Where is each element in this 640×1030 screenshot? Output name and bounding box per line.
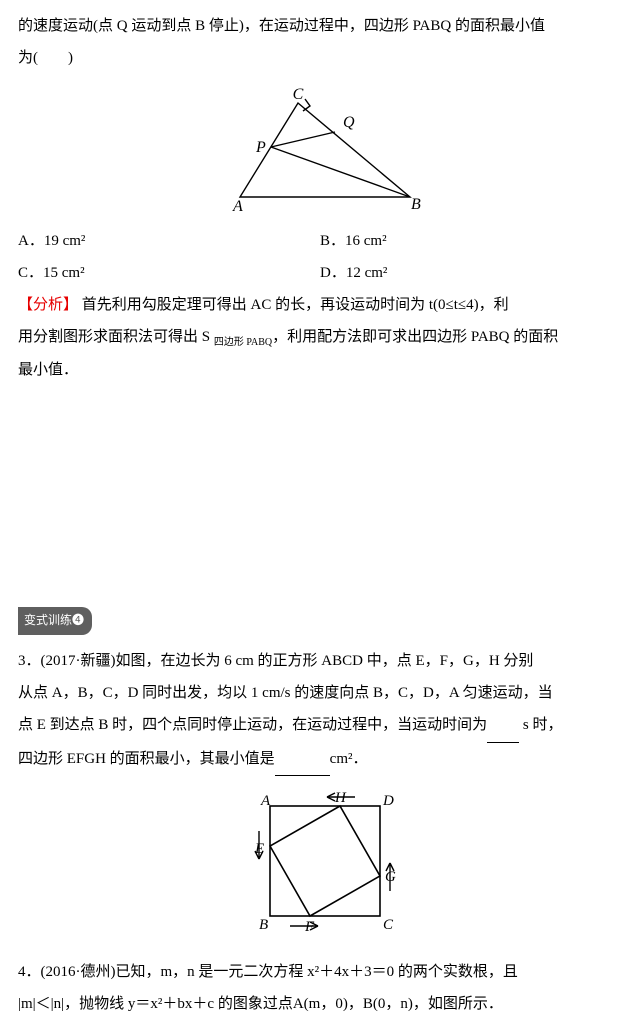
label-E: E: [254, 841, 264, 857]
q3-line2: 从点 A，B，C，D 同时出发，均以 1 cm/s 的速度向点 B，C，D，A …: [18, 677, 622, 709]
label-H: H: [334, 790, 347, 806]
vertical-gap: [18, 386, 622, 601]
label-B: B: [411, 196, 421, 213]
q2-intro-line2: 为( ): [18, 42, 622, 74]
q2-options-row1: A．19 cm² B．16 cm²: [18, 225, 622, 257]
label-G: G: [385, 869, 396, 885]
q4-line1: 4．(2016·德州)已知，m，n 是一元二次方程 x²＋4x＋3＝0 的两个实…: [18, 956, 622, 988]
q2-analysis-line3: 最小值．: [18, 354, 622, 386]
q2-option-a: A．19 cm²: [18, 225, 320, 257]
analysis-text2b: ，利用配方法即可求出四边形 PABQ 的面积: [272, 329, 558, 345]
q3-line4: 四边形 EFGH 的面积最小，其最小值是 cm²．: [18, 743, 622, 776]
q2-option-c: C．15 cm²: [18, 257, 320, 289]
label-F: F: [304, 919, 315, 935]
q2-option-d: D．12 cm²: [320, 257, 622, 289]
q2-intro-line1: 的速度运动(点 Q 运动到点 B 停止)，在运动过程中，四边形 PABQ 的面积…: [18, 10, 622, 42]
analysis-label: 【分析】: [18, 297, 78, 313]
q3-square-diagram: A D B C H E G F: [235, 786, 405, 946]
q3-line1: 3．(2017·新疆)如图，在边长为 6 cm 的正方形 ABCD 中，点 E，…: [18, 645, 622, 677]
q2-analysis-line1: 【分析】 首先利用勾股定理可得出 AC 的长，再设运动时间为 t(0≤t≤4)，…: [18, 289, 622, 321]
label-B2: B: [259, 917, 268, 933]
label-A2: A: [260, 793, 271, 809]
label-C: C: [293, 86, 304, 103]
q3-text3a: 点 E 到达点 B 时，四个点同时停止运动，在运动过程中，当运动时间为: [18, 717, 487, 733]
q3-line3: 点 E 到达点 B 时，四个点同时停止运动，在运动过程中，当运动时间为 s 时，: [18, 709, 622, 742]
label-C2: C: [383, 917, 394, 933]
q3-text4b: cm²．: [330, 751, 368, 767]
q3-text3b: s 时，: [519, 717, 562, 733]
analysis-text2a: 用分割图形求面积法可得出 S: [18, 329, 214, 345]
q4-line2: |m|＜|n|，抛物线 y＝x²＋bx＋c 的图象过点A(m，0)，B(0，n)…: [18, 988, 622, 1020]
section-tag: 变式训练❹: [18, 607, 92, 635]
q2-triangle-diagram: C Q P A B: [200, 85, 440, 215]
analysis-sub: 四边形 PABQ: [214, 337, 272, 348]
label-P: P: [255, 139, 266, 156]
analysis-text1: 首先利用勾股定理可得出 AC 的长，再设运动时间为 t(0≤t≤4)，利: [78, 297, 509, 313]
q2-option-b: B．16 cm²: [320, 225, 622, 257]
q3-blank1: [487, 709, 519, 742]
label-D2: D: [382, 793, 394, 809]
label-A: A: [232, 198, 243, 215]
q2-options-row2: C．15 cm² D．12 cm²: [18, 257, 622, 289]
q3-text4a: 四边形 EFGH 的面积最小，其最小值是: [18, 751, 275, 767]
q2-analysis-line2: 用分割图形求面积法可得出 S 四边形 PABQ，利用配方法即可求出四边形 PAB…: [18, 321, 622, 354]
q3-blank2: [275, 743, 330, 776]
label-Q: Q: [343, 114, 355, 131]
